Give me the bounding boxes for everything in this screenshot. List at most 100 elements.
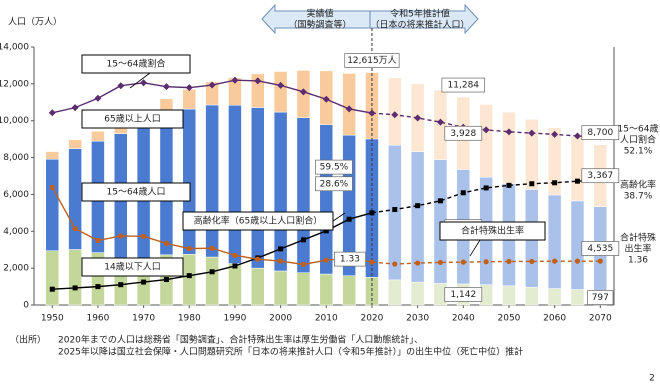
footnote-line: 2025年以降は国立社会保障・人口問題研究所「日本の将来推計人口（令和5年推計）… <box>58 346 523 358</box>
marker <box>117 82 125 90</box>
marker <box>186 273 192 279</box>
bar <box>251 73 265 108</box>
phase-arrow-right <box>369 3 479 35</box>
marker <box>208 81 216 89</box>
x-tick-label: 1970 <box>132 314 155 324</box>
side-value-label: 1.36 <box>628 256 648 266</box>
marker <box>49 184 55 190</box>
marker <box>140 79 148 87</box>
marker <box>345 105 353 113</box>
bar <box>525 286 539 306</box>
bar <box>45 151 60 160</box>
marker <box>552 258 558 264</box>
marker <box>95 237 101 244</box>
marker <box>209 269 215 275</box>
total-label-box <box>581 125 620 141</box>
bar <box>525 119 539 190</box>
series-name: 14歳以下人口 <box>104 261 160 273</box>
side-label: 出生率 <box>624 243 651 255</box>
y-tick-label: 2,000 <box>3 264 29 274</box>
y-tick-label: 12,000 <box>0 79 29 89</box>
marker <box>299 88 307 96</box>
marker <box>460 190 466 196</box>
bar <box>502 285 516 306</box>
marker <box>483 185 489 191</box>
marker <box>414 114 422 122</box>
bar <box>342 275 356 306</box>
value-label-box <box>581 168 620 184</box>
marker <box>232 263 238 269</box>
marker <box>529 258 535 265</box>
total-label-box <box>344 53 400 68</box>
bar <box>205 256 219 306</box>
bar <box>182 89 197 110</box>
side-label: 15～64歳 <box>618 122 659 134</box>
bar <box>570 289 585 306</box>
y-tick-label: 10,000 <box>0 116 29 126</box>
marker <box>141 279 147 285</box>
marker <box>300 261 307 267</box>
x-tick-label: 1980 <box>178 314 201 324</box>
footnote-label: （出所） <box>10 334 46 346</box>
marker <box>278 258 284 264</box>
x-tick-label: 2040 <box>452 314 475 324</box>
y-tick-label: 6,000 <box>3 190 29 200</box>
x-tick-label: 2010 <box>315 314 338 324</box>
marker <box>346 216 352 222</box>
bar <box>388 144 402 281</box>
marker <box>415 203 421 209</box>
marker <box>118 282 124 288</box>
marker <box>163 277 169 283</box>
series-name-box <box>182 211 334 231</box>
bar <box>45 158 60 252</box>
marker <box>368 109 376 117</box>
y-tick-label: 0 <box>23 301 29 311</box>
bar <box>228 105 242 264</box>
marker <box>95 284 101 290</box>
marker <box>391 111 399 119</box>
side-value-label: 38.7% <box>624 192 653 202</box>
value-label-box <box>444 125 483 141</box>
marker <box>118 233 124 239</box>
x-tick-label: 1950 <box>41 314 64 324</box>
marker <box>506 258 512 265</box>
total-label: 11,284 <box>448 81 480 91</box>
marker <box>300 237 306 243</box>
bar <box>68 249 82 306</box>
y-tick-label: 4,000 <box>3 227 29 237</box>
bar <box>319 273 334 306</box>
marker <box>278 246 284 252</box>
marker <box>437 259 444 266</box>
leader-line <box>129 72 151 89</box>
bar <box>182 108 197 255</box>
marker <box>254 77 262 85</box>
x-tick-label: 1990 <box>223 314 246 324</box>
marker <box>185 84 193 92</box>
phase-label: 実績値 <box>306 8 333 20</box>
leader-line <box>469 239 481 257</box>
phase-label: 令和5年推計値 <box>390 8 450 20</box>
x-tick-label: 2000 <box>269 314 292 324</box>
bar <box>205 104 219 258</box>
bar <box>68 148 82 250</box>
marker <box>49 286 55 292</box>
value-label: 28.6% <box>320 179 349 189</box>
y-tick-label: 14,000 <box>0 43 29 53</box>
bar <box>479 104 493 178</box>
bar <box>547 288 562 306</box>
marker <box>186 245 192 252</box>
marker <box>573 132 581 140</box>
footnote-line: 2020年までの人口は総務省「国勢調査」、合計特殊出生率は厚生労働省「人口動態統… <box>58 334 423 346</box>
marker <box>369 259 375 265</box>
bar <box>228 263 242 306</box>
value-label: 1.33 <box>340 255 360 265</box>
bar <box>296 272 311 306</box>
bar <box>91 130 105 142</box>
marker <box>437 198 443 204</box>
value-label-box <box>581 241 620 256</box>
marker <box>436 118 444 126</box>
marker <box>574 178 580 184</box>
series-name: 15～64歳割合 <box>107 58 166 70</box>
marker <box>369 210 375 216</box>
